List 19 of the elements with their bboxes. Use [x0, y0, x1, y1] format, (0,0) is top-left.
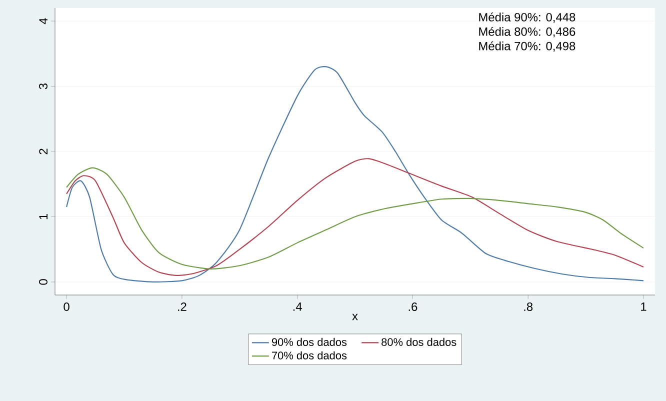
legend-label: 80% dos dados	[382, 338, 456, 346]
x-tick-label: .2	[178, 302, 186, 311]
y-tick-label: 2	[39, 148, 48, 154]
x-tick-label: .8	[524, 302, 533, 311]
x-tick-label: .4	[293, 302, 302, 311]
y-tick-label: 0	[39, 279, 48, 285]
x-tick-label: 0	[64, 302, 70, 311]
legend-label: 90% dos dados	[272, 338, 347, 346]
annotation: Média 80%: 0,486	[479, 26, 576, 38]
x-tick-label: 1	[641, 302, 646, 311]
y-tick-label: 3	[39, 83, 48, 90]
y-tick-label: 1	[39, 214, 48, 220]
legend-label: 70% dos dados	[272, 351, 347, 360]
x-axis-title: x	[352, 314, 358, 320]
annotation: Média 90%: 0,448	[479, 12, 576, 23]
line-series	[66, 66, 644, 283]
y-tick-label: 4	[39, 18, 48, 24]
annotation: Média 70%: 0,498	[479, 41, 576, 52]
x-tick-label: .6	[408, 302, 418, 311]
